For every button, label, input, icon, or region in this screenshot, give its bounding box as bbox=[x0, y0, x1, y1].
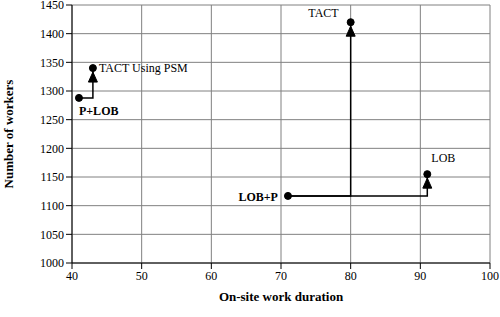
svg-text:LOB: LOB bbox=[431, 151, 455, 165]
svg-text:1200: 1200 bbox=[40, 142, 64, 156]
svg-text:80: 80 bbox=[345, 269, 357, 283]
svg-text:1450: 1450 bbox=[40, 0, 64, 12]
svg-text:TACT Using PSM: TACT Using PSM bbox=[99, 61, 188, 75]
svg-text:TACT: TACT bbox=[308, 6, 339, 20]
svg-text:70: 70 bbox=[275, 269, 287, 283]
svg-text:1400: 1400 bbox=[40, 27, 64, 41]
svg-text:LOB+P: LOB+P bbox=[238, 190, 278, 204]
svg-text:60: 60 bbox=[205, 269, 217, 283]
svg-text:On-site work duration: On-site work duration bbox=[219, 289, 344, 304]
svg-text:Number of workers: Number of workers bbox=[8, 80, 16, 189]
svg-text:1350: 1350 bbox=[40, 56, 64, 70]
svg-text:P+LOB: P+LOB bbox=[79, 104, 119, 118]
svg-text:1050: 1050 bbox=[40, 228, 64, 242]
svg-text:1000: 1000 bbox=[40, 256, 64, 270]
svg-text:1150: 1150 bbox=[40, 170, 64, 184]
svg-text:50: 50 bbox=[136, 269, 148, 283]
svg-text:1250: 1250 bbox=[40, 113, 64, 127]
svg-text:90: 90 bbox=[414, 269, 426, 283]
svg-text:40: 40 bbox=[66, 269, 78, 283]
svg-text:100: 100 bbox=[481, 269, 492, 283]
svg-text:1100: 1100 bbox=[40, 199, 64, 213]
svg-text:1300: 1300 bbox=[40, 84, 64, 98]
